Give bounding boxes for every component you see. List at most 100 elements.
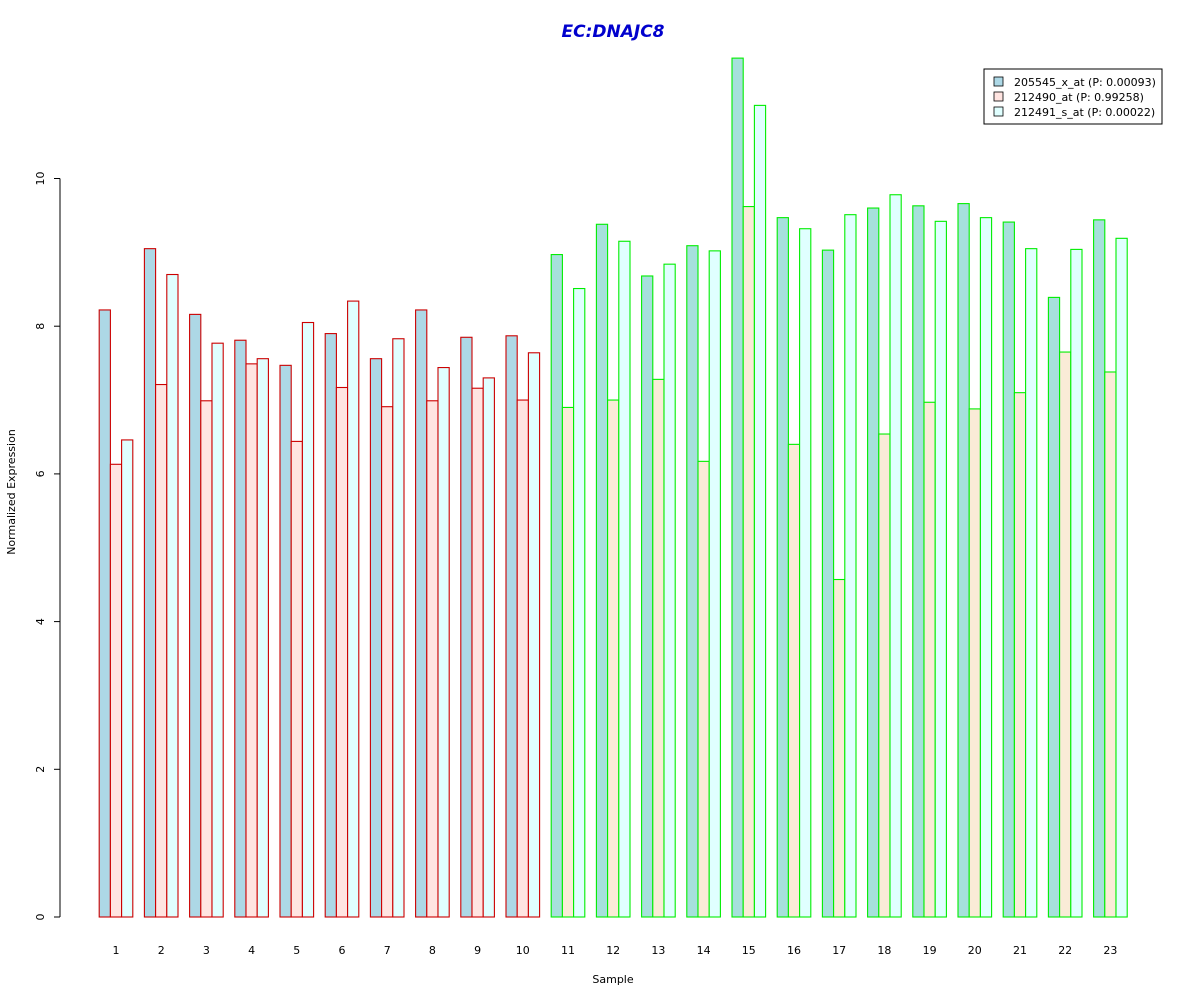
- bar: [844, 214, 857, 918]
- bar: [256, 358, 269, 918]
- y-axis-tick-label: 4: [34, 618, 47, 625]
- y-axis: 0 2 4 6 8 10: [34, 172, 61, 921]
- bar: [663, 263, 676, 918]
- x-axis-tick-label: 1: [113, 944, 120, 957]
- bar: [686, 245, 699, 918]
- bar: [1070, 248, 1083, 918]
- bar: [482, 377, 495, 918]
- bar: [708, 250, 721, 918]
- bar: [121, 439, 134, 918]
- bar: [471, 387, 484, 918]
- bar: [527, 352, 541, 918]
- x-axis-tick-label: 16: [787, 944, 801, 957]
- bar: [1104, 371, 1117, 918]
- x-axis-tick-label: 5: [293, 944, 300, 957]
- y-axis-tick-label: 2: [34, 766, 47, 773]
- bar: [776, 217, 789, 918]
- bar: [595, 223, 609, 918]
- y-axis-tick-label: 6: [34, 470, 47, 477]
- bar: [833, 578, 846, 918]
- x-axis-tick-label: 4: [248, 944, 255, 957]
- bar: [426, 400, 439, 918]
- bar: [561, 406, 575, 918]
- bar: [290, 440, 303, 918]
- chart-title: EC:DNAJC8: [561, 22, 664, 42]
- bar: [200, 400, 213, 918]
- bar: [335, 386, 349, 918]
- bar: [731, 57, 744, 918]
- bar: [505, 335, 518, 918]
- x-axis-tick-label: 3: [203, 944, 210, 957]
- legend-box: [983, 68, 1163, 125]
- bar: [234, 339, 247, 918]
- bar: [934, 220, 947, 918]
- bar: [369, 358, 383, 918]
- bar: [607, 399, 620, 918]
- bar: [1115, 237, 1128, 918]
- legend-swatch: [993, 106, 1004, 117]
- bar: [867, 207, 880, 918]
- bar: [697, 460, 710, 918]
- bar-series: [98, 57, 1128, 918]
- x-axis-tick-label: 13: [651, 944, 665, 957]
- bar: [1013, 392, 1027, 918]
- bar: [923, 401, 936, 918]
- x-axis-tick-label: 18: [877, 944, 891, 957]
- x-axis-tick-label: 22: [1058, 944, 1072, 957]
- bar: [912, 205, 925, 918]
- x-axis-tick-label: 11: [561, 944, 575, 957]
- x-axis-label: Sample: [592, 973, 633, 986]
- bar: [189, 313, 202, 918]
- legend-label: 205545_x_at (P: 0.00093): [1014, 76, 1156, 89]
- bar: [821, 249, 835, 918]
- bar: [1047, 296, 1061, 918]
- bar: [279, 364, 292, 918]
- bar: [573, 287, 586, 918]
- bar: [98, 309, 111, 918]
- legend-swatch: [993, 91, 1004, 102]
- bar: [889, 194, 902, 918]
- x-axis-tick-label: 7: [384, 944, 391, 957]
- x-axis-tick-label: 14: [697, 944, 711, 957]
- bar: [753, 104, 767, 918]
- bar: [652, 378, 665, 918]
- bar: [550, 254, 563, 918]
- bar: [968, 408, 981, 918]
- x-axis-tick-label: 19: [923, 944, 937, 957]
- bar: [460, 336, 473, 918]
- bar: [211, 342, 224, 918]
- x-axis-tick-label: 17: [832, 944, 846, 957]
- legend-swatch: [993, 76, 1004, 87]
- x-axis-tick-label: 10: [516, 944, 530, 957]
- bar: [1093, 219, 1106, 918]
- x-axis-tick-labels: 1 2 3 4 5 6 7 8 9 10 11 12 13 14 15 16 17 18 19 20 21 22 23: [113, 944, 1118, 957]
- bar: [392, 338, 405, 918]
- x-axis-tick-label: 12: [606, 944, 620, 957]
- y-axis-tick-label: 8: [34, 323, 47, 330]
- x-axis-tick-label: 8: [429, 944, 436, 957]
- bar: [618, 240, 631, 918]
- legend: 205545_x_at (P: 0.00093) 212490_at (P: 0.…: [983, 68, 1163, 125]
- bar: [166, 273, 179, 918]
- y-axis-tick-label: 10: [34, 172, 47, 186]
- x-axis-tick-label: 2: [158, 944, 165, 957]
- x-axis-tick-label: 20: [968, 944, 982, 957]
- y-axis-tick-label: 0: [34, 914, 47, 921]
- bar: [415, 309, 428, 918]
- legend-label: 212491_s_at (P: 0.00022): [1014, 106, 1155, 119]
- y-axis-label: Normalized Expression: [5, 429, 18, 555]
- bar: [155, 383, 168, 918]
- bar: [742, 206, 755, 918]
- bar: [347, 300, 360, 918]
- x-axis-tick-label: 15: [742, 944, 756, 957]
- bar: [143, 248, 157, 918]
- bar: [957, 203, 970, 918]
- bar: [979, 217, 993, 918]
- bar: [245, 363, 258, 918]
- bar: [437, 367, 450, 918]
- bar: [324, 333, 337, 918]
- x-axis-tick-label: 9: [474, 944, 481, 957]
- x-axis-tick-label: 21: [1013, 944, 1027, 957]
- bar: [1002, 221, 1015, 918]
